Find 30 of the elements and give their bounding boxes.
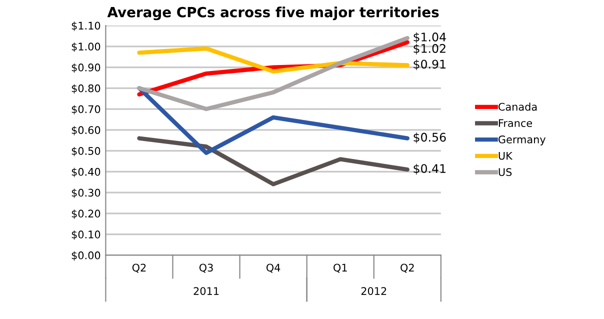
y-tick-label: $0.70	[72, 105, 100, 115]
data-label: $0.56	[414, 132, 446, 144]
data-label: $0.91	[414, 59, 446, 70]
x-tick-label: Q2	[400, 264, 414, 273]
y-tick-label: $0.30	[72, 188, 100, 198]
text: 2011	[194, 287, 219, 295]
data-label: $1.04	[414, 32, 446, 44]
text: 2012	[361, 287, 386, 295]
y-tick-label: $0.10	[72, 230, 100, 240]
data-label: $1.02	[414, 44, 446, 55]
data-label: $0.41	[414, 164, 446, 175]
y-tick-label: $0.80	[72, 84, 100, 94]
legend-label: UK	[498, 152, 513, 160]
y-tick-label: $1.10	[72, 22, 100, 32]
legend-label: France	[498, 119, 532, 128]
y-tick-label: $0.40	[72, 168, 100, 178]
x-tick-label: Q4	[266, 264, 280, 273]
y-tick-label: $0.90	[72, 63, 100, 73]
y-tick-label: $1.00	[72, 42, 100, 52]
y-tick-label: $0.60	[72, 126, 100, 136]
y-tick-label: $0.50	[72, 146, 100, 156]
y-tick-label: $0.00	[72, 251, 100, 261]
x-tick-label: Q2	[132, 264, 146, 273]
legend-label: Germany	[498, 136, 546, 146]
chart-title: Average CPCs across five major territories	[107, 6, 439, 20]
legend-label: US	[498, 168, 512, 176]
x-tick-label: Q3	[199, 264, 213, 273]
legend-label: Canada	[498, 102, 537, 111]
y-tick-label: $0.20	[72, 209, 100, 219]
x-tick-label: Q1	[334, 264, 347, 273]
